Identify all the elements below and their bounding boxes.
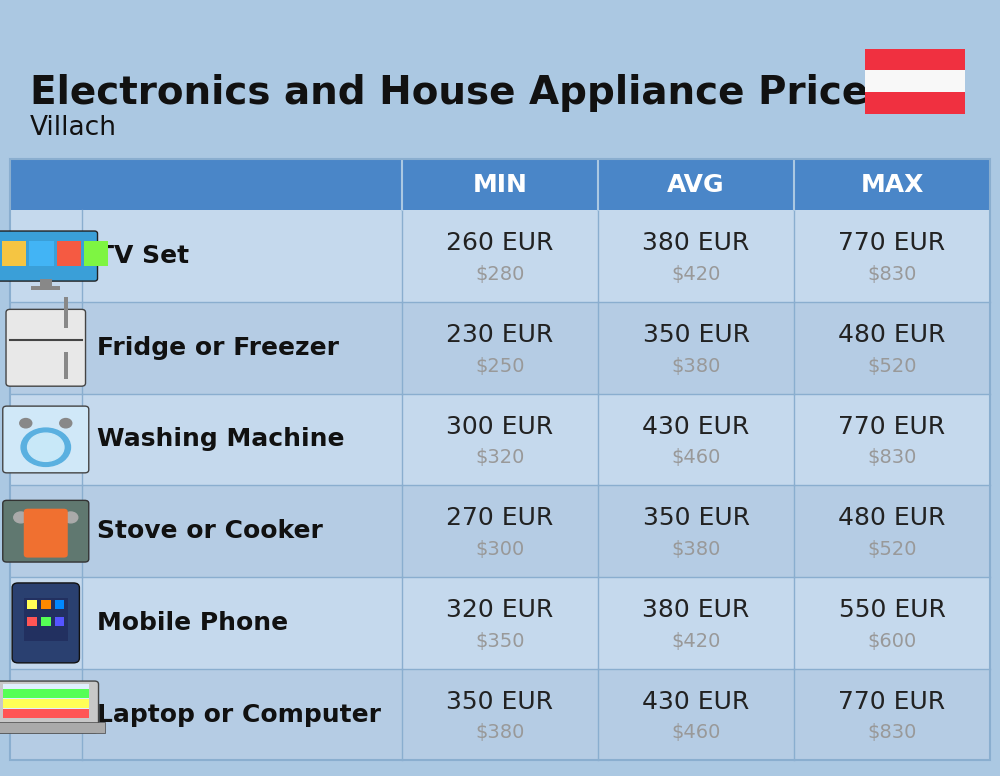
Text: 480 EUR: 480 EUR	[838, 507, 946, 530]
FancyBboxPatch shape	[24, 509, 68, 558]
Bar	[10, 159, 990, 210]
Circle shape	[21, 428, 70, 466]
Text: 770 EUR: 770 EUR	[838, 231, 946, 255]
Text: 270 EUR: 270 EUR	[446, 507, 554, 530]
Text: $380: $380	[671, 540, 721, 559]
Text: 350 EUR: 350 EUR	[446, 690, 554, 714]
FancyBboxPatch shape	[3, 406, 89, 473]
Text: 300 EUR: 300 EUR	[446, 414, 554, 438]
Text: Mobile Phone: Mobile Phone	[97, 611, 288, 635]
Bar	[3, 708, 89, 718]
Text: TV Set: TV Set	[97, 244, 189, 268]
Text: Villach: Villach	[30, 115, 117, 141]
Bar	[2, 241, 26, 266]
Bar	[865, 48, 965, 71]
Bar	[24, 598, 68, 640]
Text: 230 EUR: 230 EUR	[446, 323, 554, 347]
Text: 380 EUR: 380 EUR	[642, 231, 750, 255]
Bar	[84, 241, 108, 266]
Bar	[865, 92, 965, 114]
Bar	[3, 689, 89, 698]
Text: 260 EUR: 260 EUR	[446, 231, 554, 255]
Bar	[57, 241, 81, 266]
Text: 320 EUR: 320 EUR	[446, 598, 554, 622]
Bar	[3, 699, 89, 708]
Bar	[10, 302, 990, 393]
Circle shape	[20, 418, 32, 428]
Bar	[41, 600, 51, 609]
Text: 350 EUR: 350 EUR	[643, 323, 750, 347]
Bar	[10, 669, 990, 760]
Bar	[27, 600, 37, 609]
Bar	[64, 352, 68, 379]
Text: Stove or Cooker: Stove or Cooker	[97, 519, 322, 543]
Text: 380 EUR: 380 EUR	[642, 598, 750, 622]
FancyBboxPatch shape	[6, 310, 86, 386]
Text: $460: $460	[671, 449, 721, 467]
Bar	[10, 393, 990, 485]
Text: MIN: MIN	[473, 172, 527, 196]
Text: $380: $380	[671, 357, 721, 376]
Text: 430 EUR: 430 EUR	[642, 690, 750, 714]
Text: $830: $830	[867, 265, 917, 284]
Bar	[3, 684, 89, 718]
Text: $600: $600	[867, 632, 917, 651]
Text: $250: $250	[475, 357, 525, 376]
Bar	[55, 600, 64, 609]
Text: Electronics and House Appliance Prices: Electronics and House Appliance Prices	[30, 74, 891, 112]
Text: $420: $420	[671, 632, 721, 651]
Circle shape	[39, 512, 53, 523]
Text: MAX: MAX	[860, 172, 924, 196]
Text: Fridge or Freezer: Fridge or Freezer	[97, 336, 339, 360]
Text: 350 EUR: 350 EUR	[643, 507, 750, 530]
Text: $830: $830	[867, 449, 917, 467]
Bar	[40, 279, 52, 288]
Bar	[27, 617, 37, 626]
Text: 770 EUR: 770 EUR	[838, 690, 946, 714]
FancyBboxPatch shape	[0, 681, 99, 733]
Text: 770 EUR: 770 EUR	[838, 414, 946, 438]
Text: $520: $520	[867, 357, 917, 376]
Text: $350: $350	[475, 632, 525, 651]
Bar	[55, 617, 64, 626]
Bar	[10, 159, 990, 760]
Bar	[0, 722, 105, 733]
Bar	[865, 71, 965, 92]
Circle shape	[64, 512, 78, 523]
Text: $300: $300	[475, 540, 525, 559]
Bar	[10, 210, 990, 302]
Text: Washing Machine: Washing Machine	[97, 428, 344, 452]
Text: 430 EUR: 430 EUR	[642, 414, 750, 438]
Text: 550 EUR: 550 EUR	[839, 598, 945, 622]
Text: 480 EUR: 480 EUR	[838, 323, 946, 347]
Bar	[41, 617, 51, 626]
Text: AVG: AVG	[667, 172, 725, 196]
Bar	[31, 286, 60, 290]
Bar	[29, 241, 54, 266]
Text: $520: $520	[867, 540, 917, 559]
Bar	[10, 485, 990, 577]
FancyBboxPatch shape	[0, 231, 98, 281]
FancyBboxPatch shape	[12, 583, 79, 663]
Text: $460: $460	[671, 723, 721, 743]
Circle shape	[60, 418, 72, 428]
Bar	[10, 577, 990, 669]
Text: Laptop or Computer: Laptop or Computer	[97, 702, 381, 726]
Circle shape	[14, 512, 28, 523]
FancyBboxPatch shape	[3, 501, 89, 562]
Bar	[64, 297, 68, 328]
Text: $280: $280	[475, 265, 525, 284]
Circle shape	[28, 433, 64, 462]
Text: $420: $420	[671, 265, 721, 284]
Text: $320: $320	[475, 449, 525, 467]
Text: $380: $380	[475, 723, 525, 743]
Text: $830: $830	[867, 723, 917, 743]
